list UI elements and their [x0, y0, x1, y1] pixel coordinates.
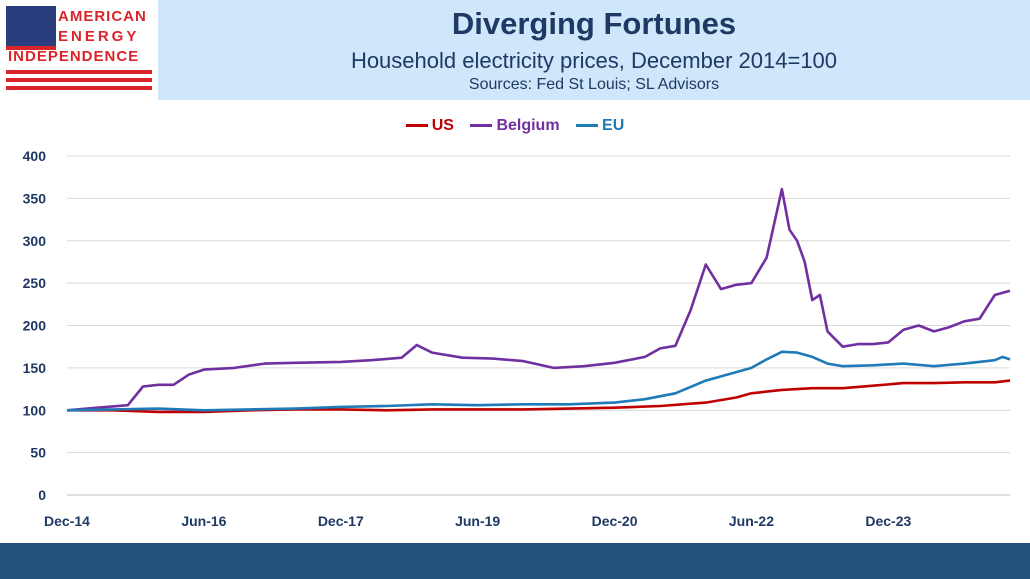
- x-tick-label: Dec-14: [44, 513, 90, 529]
- legend-item-eu: EU: [576, 117, 624, 135]
- x-tick-label: Jun-19: [455, 513, 500, 529]
- chart-subtitle: Household electricity prices, December 2…: [350, 48, 838, 73]
- y-tick-label: 50: [30, 445, 46, 461]
- logo-line-1: AMERICAN: [58, 8, 147, 25]
- chart-sources: Sources: Fed St Louis; SL Advisors: [468, 76, 720, 93]
- line-chart: 0 50 100 150 200 250 300 350 400 Dec-14 Jun-16 Dec-…: [23, 148, 1011, 529]
- header-band: [158, 0, 1030, 100]
- y-tick-label: 400: [23, 148, 47, 164]
- legend-label-belgium: Belgium: [496, 116, 560, 134]
- chart-legend: US Belgium EU: [0, 114, 1030, 135]
- legend-item-us: US: [405, 116, 454, 135]
- footer-bar: [0, 543, 1030, 579]
- logo-line-2: ENERGY: [58, 28, 140, 45]
- series-line-eu: [66, 350, 1011, 412]
- x-tick-label: Dec-23: [865, 513, 911, 529]
- logo-line-3: INDEPENDENCE: [8, 48, 140, 65]
- x-tick-label: Dec-17: [318, 513, 364, 529]
- y-tick-label: 0: [38, 487, 46, 503]
- y-tick-label: 150: [23, 360, 47, 376]
- series-line-belgium: [66, 187, 1011, 412]
- y-tick-label: 200: [23, 318, 47, 334]
- legend-item-belgium: Belgium: [470, 116, 560, 135]
- y-tick-label: 250: [23, 275, 47, 291]
- logo: AMERICAN ENERGY INDEPENDENCE: [0, 0, 158, 100]
- y-tick-label: 100: [23, 402, 47, 418]
- series-line-us: [67, 379, 1011, 414]
- x-tick-label: Dec-20: [592, 513, 638, 529]
- logo-stripes: [6, 70, 152, 90]
- legend-label-us: US: [431, 116, 454, 134]
- y-tick-label: 350: [23, 190, 47, 206]
- y-tick-label: 300: [23, 233, 47, 249]
- legend-swatch-eu: [576, 124, 599, 127]
- chart-title: Diverging Fortunes: [451, 6, 737, 41]
- us-flag-icon: [6, 6, 56, 52]
- legend-label-eu: EU: [602, 116, 625, 134]
- x-tick-label: Jun-16: [181, 513, 226, 529]
- legend-swatch-belgium: [470, 124, 493, 127]
- legend-swatch-us: [405, 124, 428, 127]
- x-tick-label: Jun-22: [729, 513, 774, 529]
